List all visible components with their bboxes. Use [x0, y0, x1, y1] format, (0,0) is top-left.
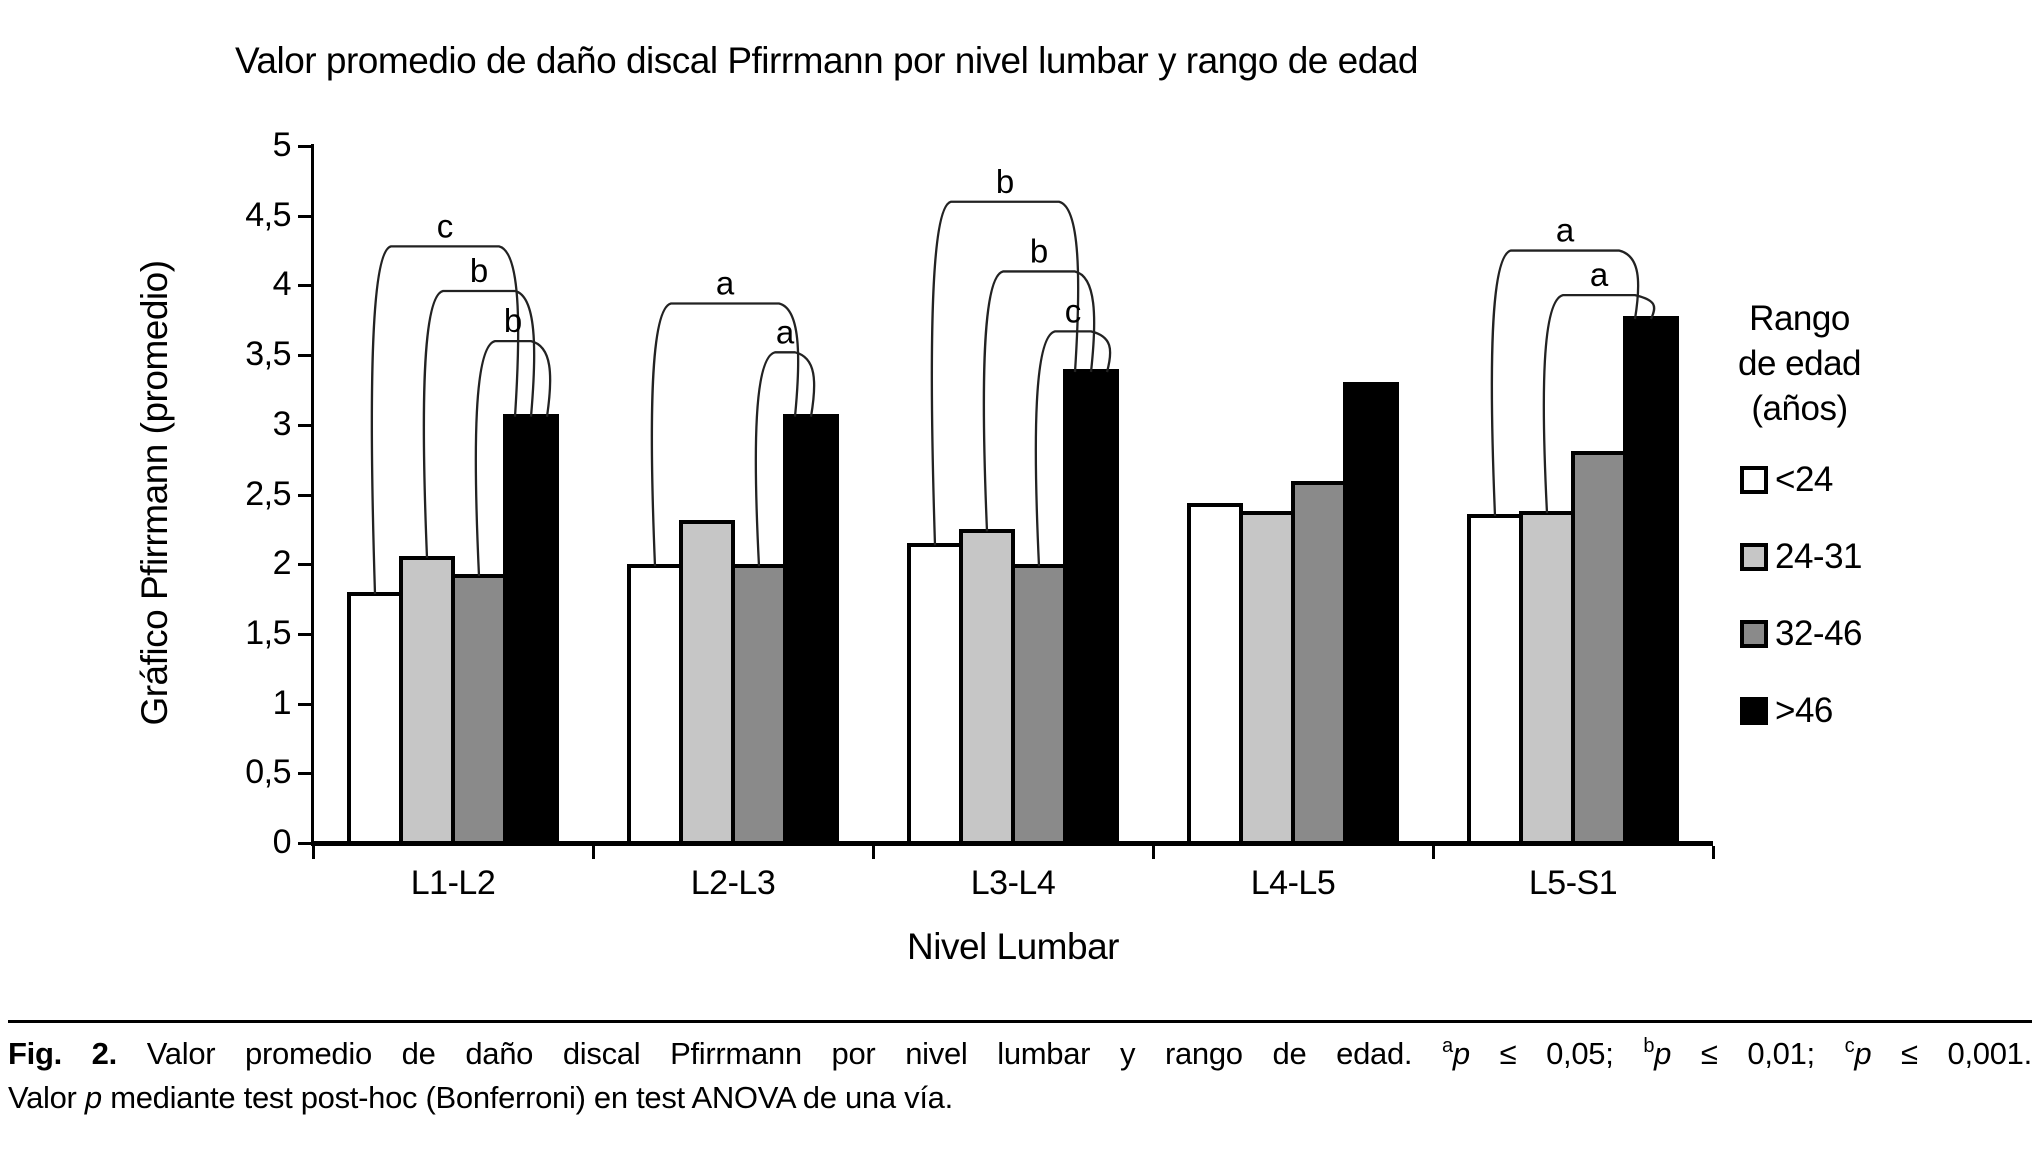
bar-L4-L5-32-46 [1291, 480, 1347, 845]
x-category-label: L5-S1 [1528, 864, 1618, 902]
x-tick [1432, 846, 1435, 859]
x-category-label: L1-L2 [410, 864, 496, 902]
y-tick [298, 772, 312, 776]
bar-L1-L2-24-31 [399, 555, 455, 845]
y-tick [298, 702, 312, 706]
legend-label: >46 [1775, 691, 1833, 730]
y-tick-label: 4,5 [245, 195, 291, 234]
legend-title-line: Rango [1749, 299, 1850, 338]
y-tick [298, 145, 312, 148]
y-tick-label: 4 [272, 265, 292, 304]
bar-L3-L4-<24 [907, 543, 963, 845]
y-tick-label: 0 [272, 823, 292, 861]
superscript-c: c [1844, 1034, 1855, 1057]
figure-label: Fig. 2. [8, 1036, 117, 1071]
legend-title-line: de edad [1737, 344, 1862, 383]
y-tick-label: 2 [272, 544, 292, 583]
caption-sig-c: cp ≤ 0,001. [1844, 1034, 2033, 1071]
caption-body: Valor promedio de daño discal Pfirrmann … [146, 1036, 1413, 1071]
y-axis [311, 144, 314, 845]
superscript-a: a [1442, 1034, 1453, 1057]
legend-title: Rango de edad (años) [1692, 296, 1907, 431]
y-tick-label: 3,5 [245, 335, 291, 374]
y-tick [298, 563, 312, 567]
bar-L1-L2-32-46 [451, 573, 507, 845]
bar-L4-L5-<24 [1187, 502, 1243, 845]
bar-L2-L3-32-46 [731, 564, 787, 845]
figure-caption-line2: Valor p mediante test post-hoc (Bonferro… [8, 1080, 953, 1115]
y-tick [298, 214, 312, 218]
x-axis-label: Nivel Lumbar [907, 926, 1119, 967]
bar-L5-S1->46 [1623, 316, 1679, 845]
bar-L2-L3-24-31 [679, 519, 735, 845]
bar-L5-S1-24-31 [1519, 511, 1575, 845]
y-tick-label: 1 [272, 683, 292, 722]
x-tick [312, 846, 315, 859]
y-tick [298, 632, 312, 636]
x-tick [872, 846, 875, 859]
legend-entry-<24: <24 [1740, 460, 1833, 500]
y-tick-label: 2,5 [245, 474, 291, 513]
x-tick [592, 846, 595, 859]
caption-sig-a: ap ≤ 0,05; [1442, 1034, 1614, 1071]
legend-swatch [1740, 620, 1768, 648]
y-tick [298, 284, 312, 288]
y-tick [298, 493, 312, 497]
legend-entry->46: >46 [1740, 691, 1833, 731]
bar-L2-L3->46 [783, 413, 839, 845]
y-tick [298, 423, 312, 427]
bar-L1-L2-<24 [347, 592, 403, 845]
bar-L4-L5->46 [1343, 381, 1399, 845]
bar-L3-L4-32-46 [1011, 564, 1067, 845]
x-category-label: L2-L3 [690, 864, 776, 902]
legend-label: 32-46 [1775, 614, 1863, 653]
legend-swatch [1740, 466, 1768, 494]
x-category-label: L4-L5 [1250, 864, 1336, 902]
legend-swatch [1740, 697, 1768, 725]
bar-L3-L4->46 [1063, 369, 1119, 845]
legend-entry-24-31: 24-31 [1740, 537, 1863, 577]
superscript-b: b [1643, 1034, 1655, 1057]
y-tick-label: 1,5 [245, 613, 291, 652]
legend-swatch [1740, 543, 1768, 571]
bar-L4-L5-24-31 [1239, 511, 1295, 845]
figure-caption-line1: Fig. 2. Valor promedio de daño discal Pf… [8, 1036, 2032, 1072]
bar-L1-L2->46 [503, 413, 559, 845]
bar-L3-L4-24-31 [959, 529, 1015, 845]
x-tick [1152, 846, 1155, 859]
legend-label: 24-31 [1775, 537, 1863, 576]
bar-L2-L3-<24 [627, 564, 683, 845]
legend-title-line: (años) [1751, 389, 1848, 428]
y-tick [298, 842, 312, 845]
caption-sig-b: bp ≤ 0,01; [1643, 1034, 1815, 1071]
y-tick-label: 3 [272, 404, 292, 443]
y-tick-label: 0,5 [245, 753, 291, 792]
bar-L5-S1-32-46 [1571, 451, 1627, 845]
legend-label: <24 [1775, 460, 1833, 499]
caption-divider [8, 1020, 2032, 1023]
chart-title: Valor promedio de daño discal Pfirrmann … [235, 40, 1418, 81]
y-tick-label: 5 [272, 126, 292, 164]
y-tick [298, 354, 312, 358]
legend-entry-32-46: 32-46 [1740, 614, 1863, 654]
x-tick [1712, 846, 1715, 859]
x-category-label: L3-L4 [970, 864, 1056, 902]
bar-L5-S1-<24 [1467, 514, 1523, 845]
